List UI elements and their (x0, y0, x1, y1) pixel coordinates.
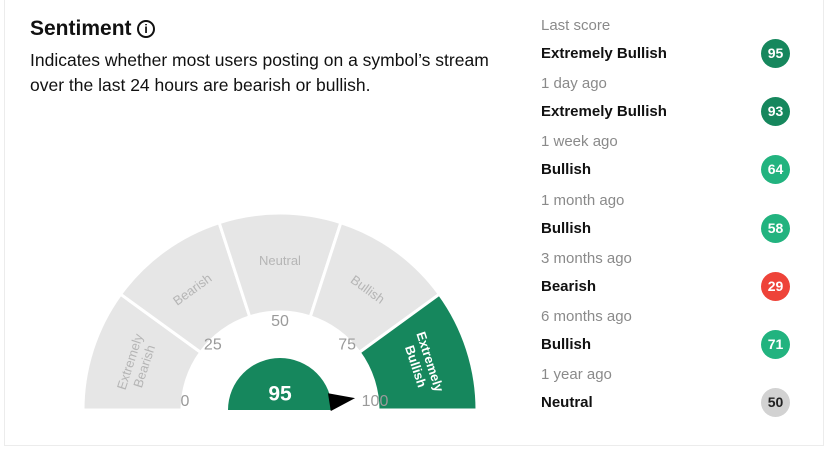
gauge-segment (357, 292, 479, 411)
history-period: Last score (541, 17, 611, 34)
gauge-tick-label: 0 (181, 393, 190, 410)
description: Indicates whether most users posting on … (30, 50, 489, 95)
history-label: Extremely Bullish (541, 45, 667, 62)
card-frame (4, 0, 824, 446)
score-badge: 50 (761, 388, 790, 418)
history-label: Bullish (541, 336, 592, 353)
gauge-value: 95 (268, 383, 292, 406)
score-badge: 64 (761, 155, 790, 185)
gauge: 0 25 50 75 100 95 (81, 211, 479, 411)
info-icon[interactable]: i (137, 20, 155, 38)
gauge-tick-label: 75 (338, 337, 356, 354)
history-label: Neutral (541, 394, 593, 412)
gauge-tick-label: 100 (362, 393, 389, 410)
history-label: Extremely Bullish (541, 103, 667, 121)
score-badge: 95 (761, 39, 790, 68)
gauge-tick-label: 25 (204, 337, 222, 354)
history-period: 1 month ago (541, 191, 625, 209)
segment-label: Neutral (259, 252, 301, 268)
history-period: 1 year ago (541, 366, 612, 384)
gauge-dial (228, 358, 332, 410)
score-badge: 93 (761, 97, 790, 127)
history-label: Bullish (541, 161, 592, 179)
history-period: 1 week ago (541, 133, 618, 151)
history-period: 6 months ago (541, 308, 632, 325)
score-badge: 58 (761, 213, 790, 243)
score-badge: 29 (761, 271, 790, 301)
title: Sentiment (30, 17, 132, 40)
gauge-tick-label: 50 (271, 313, 289, 330)
score-badge: 71 (761, 330, 790, 359)
gauge-needle (327, 393, 356, 411)
history-label: Bearish (541, 277, 597, 295)
history-label: Bullish (541, 219, 592, 237)
history-period: 1 day ago (541, 75, 607, 93)
history-period: 3 months ago (541, 249, 632, 267)
